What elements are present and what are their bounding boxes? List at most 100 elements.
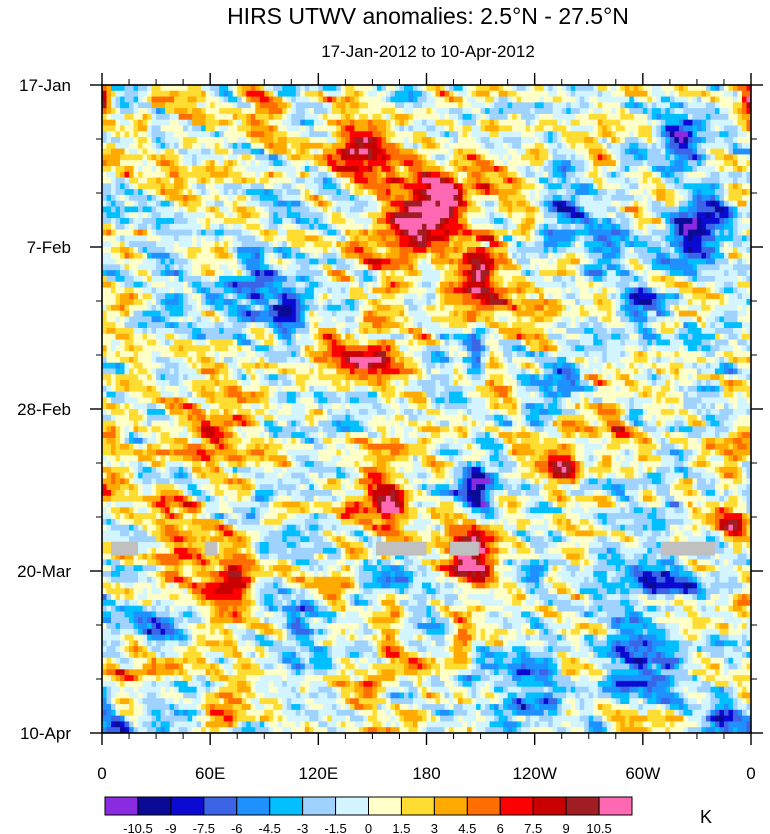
heatmap-cell bbox=[147, 258, 153, 265]
heatmap-cell bbox=[593, 171, 599, 179]
heatmap-cell bbox=[309, 102, 315, 109]
heatmap-cell bbox=[489, 131, 495, 138]
heatmap-cell bbox=[705, 229, 712, 237]
heatmap-cell bbox=[701, 90, 707, 98]
heatmap-cell bbox=[624, 258, 630, 265]
heatmap-cell bbox=[228, 171, 234, 179]
heatmap-cell bbox=[138, 200, 144, 208]
heatmap-cell bbox=[300, 218, 306, 225]
heatmap-cell bbox=[219, 235, 225, 242]
heatmap-cell bbox=[557, 131, 563, 138]
heatmap-cell bbox=[741, 96, 748, 103]
heatmap-cell bbox=[421, 264, 428, 271]
heatmap-cell bbox=[205, 85, 211, 92]
heatmap-cell bbox=[647, 206, 653, 213]
heatmap-cell bbox=[737, 229, 743, 237]
heatmap-cell bbox=[692, 171, 698, 179]
heatmap-cell bbox=[521, 183, 527, 190]
heatmap-cell bbox=[228, 183, 234, 190]
heatmap-cell bbox=[120, 247, 126, 254]
heatmap-cell bbox=[142, 264, 148, 271]
heatmap-cell bbox=[259, 241, 265, 248]
heatmap-cell bbox=[291, 171, 297, 179]
heatmap-cell bbox=[318, 264, 324, 271]
heatmap-cell bbox=[737, 235, 743, 242]
heatmap-cell bbox=[196, 113, 202, 121]
heatmap-cell bbox=[115, 247, 121, 254]
heatmap-cell bbox=[687, 247, 694, 254]
heatmap-cell bbox=[602, 206, 608, 213]
heatmap-cell bbox=[318, 90, 324, 98]
heatmap-cell bbox=[503, 119, 509, 127]
heatmap-cell bbox=[318, 258, 324, 265]
heatmap-cell bbox=[354, 206, 360, 213]
heatmap-cell bbox=[611, 275, 617, 283]
heatmap-cell bbox=[669, 171, 675, 179]
heatmap-cell bbox=[129, 142, 135, 150]
heatmap-cell bbox=[431, 206, 437, 213]
heatmap-cell bbox=[412, 270, 419, 277]
heatmap-cell bbox=[494, 229, 500, 237]
heatmap-cell bbox=[169, 252, 175, 260]
heatmap-cell bbox=[674, 183, 680, 190]
heatmap-cell bbox=[138, 281, 144, 289]
heatmap-cell bbox=[602, 160, 608, 167]
heatmap-cell bbox=[187, 96, 193, 103]
heatmap-cell bbox=[349, 131, 355, 138]
heatmap-cell bbox=[304, 90, 310, 98]
heatmap-cell bbox=[223, 85, 229, 92]
heatmap-cell bbox=[471, 200, 477, 208]
heatmap-cell bbox=[142, 183, 148, 190]
heatmap-cell bbox=[106, 194, 112, 202]
heatmap-cell bbox=[503, 166, 509, 173]
heatmap-cell bbox=[282, 281, 288, 289]
heatmap-cell bbox=[494, 212, 500, 219]
heatmap-cell bbox=[606, 183, 612, 190]
heatmap-cell bbox=[512, 252, 518, 260]
heatmap-cell bbox=[214, 247, 220, 254]
heatmap-cell bbox=[476, 252, 482, 260]
heatmap-cell bbox=[548, 212, 554, 219]
heatmap-cell bbox=[322, 200, 328, 208]
heatmap-cell bbox=[534, 177, 540, 184]
heatmap-cell bbox=[746, 270, 751, 277]
heatmap-cell bbox=[494, 85, 500, 92]
heatmap-cell bbox=[268, 142, 274, 150]
heatmap-cell bbox=[304, 142, 310, 150]
heatmap-cell bbox=[318, 177, 324, 184]
heatmap-cell bbox=[201, 131, 207, 138]
heatmap-cell bbox=[512, 270, 518, 277]
heatmap-cell bbox=[138, 85, 144, 92]
heatmap-cell bbox=[629, 258, 635, 265]
heatmap-cell bbox=[390, 108, 396, 115]
heatmap-cell bbox=[633, 200, 639, 208]
heatmap-cell bbox=[588, 229, 594, 237]
heatmap-cell bbox=[557, 270, 563, 277]
heatmap-cell bbox=[354, 90, 360, 98]
heatmap-cell bbox=[390, 131, 396, 138]
heatmap-cell bbox=[196, 247, 202, 254]
heatmap-cell bbox=[543, 247, 549, 254]
heatmap-cell bbox=[174, 189, 180, 196]
heatmap-cell bbox=[597, 154, 603, 161]
heatmap-cell bbox=[309, 247, 315, 254]
heatmap-cell bbox=[295, 85, 301, 92]
heatmap-cell bbox=[435, 85, 441, 92]
heatmap-cell bbox=[237, 189, 243, 196]
heatmap-cell bbox=[196, 241, 202, 248]
heatmap-cell bbox=[444, 96, 450, 103]
heatmap-cell bbox=[268, 113, 274, 121]
heatmap-cell bbox=[210, 194, 216, 202]
heatmap-cell bbox=[241, 218, 247, 225]
heatmap-cell bbox=[106, 189, 112, 196]
heatmap-cell bbox=[467, 241, 473, 248]
heatmap-cell bbox=[552, 171, 558, 179]
heatmap-cell bbox=[417, 218, 423, 225]
heatmap-cell bbox=[165, 102, 171, 109]
heatmap-cell bbox=[462, 229, 468, 237]
heatmap-cell bbox=[129, 96, 135, 103]
heatmap-cell bbox=[444, 125, 450, 132]
heatmap-cell bbox=[669, 85, 675, 92]
heatmap-cell bbox=[602, 183, 608, 190]
heatmap-cell bbox=[678, 166, 684, 173]
